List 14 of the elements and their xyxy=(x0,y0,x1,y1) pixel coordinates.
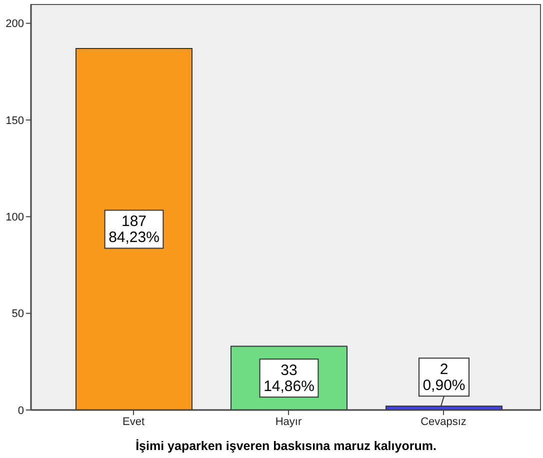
y-tick-label: 150 xyxy=(6,114,24,127)
data-label: 187 84,23% xyxy=(108,213,160,246)
x-tick-label: Evet xyxy=(122,416,145,428)
x-axis-title: İşimi yaparken işveren baskısına maruz kalıyorum. xyxy=(136,439,436,453)
bar xyxy=(386,406,502,410)
data-label: 33 14,86% xyxy=(264,362,314,396)
x-tick-label: Hayır xyxy=(275,416,302,428)
x-tick-label: Cevapsız xyxy=(420,416,466,428)
y-tick-label: 100 xyxy=(6,212,24,224)
data-label: 2 0,90% xyxy=(422,361,466,394)
bar xyxy=(76,48,192,410)
y-tick-label: 200 xyxy=(6,18,24,30)
y-tick-label: 0 xyxy=(18,404,24,417)
y-tick-label: 50 xyxy=(12,308,24,320)
